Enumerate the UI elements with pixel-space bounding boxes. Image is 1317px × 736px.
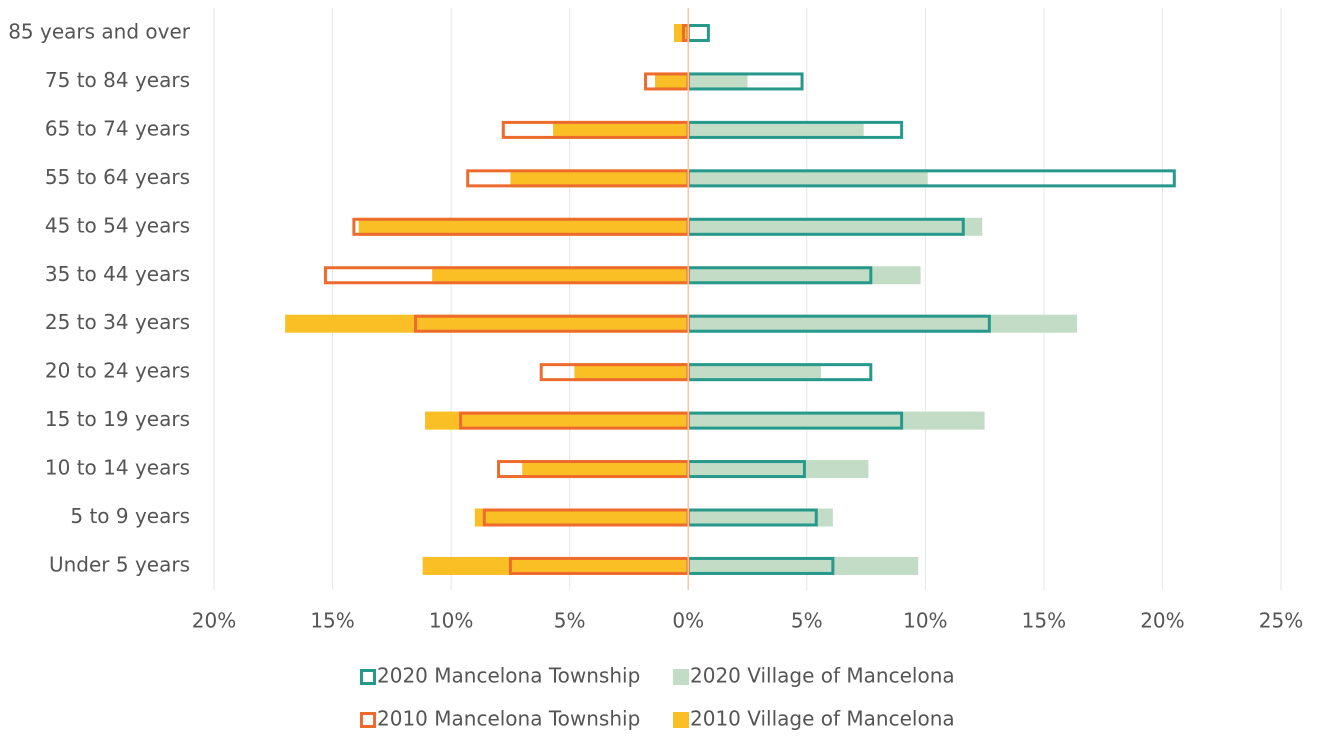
bar <box>688 169 928 188</box>
bar <box>425 411 689 430</box>
y-tick-label: 45 to 54 years <box>45 213 190 237</box>
bar <box>688 314 1078 333</box>
legend-swatch <box>360 712 376 728</box>
bar <box>688 508 833 527</box>
x-tick-label: 25% <box>1259 609 1303 633</box>
y-tick-label: Under 5 years <box>49 552 190 576</box>
y-tick-label: 5 to 9 years <box>70 504 190 528</box>
legend-swatch <box>673 669 689 685</box>
bar <box>553 120 689 139</box>
x-tick-label: 0% <box>672 609 704 633</box>
x-tick-label: 5% <box>791 609 823 633</box>
legend-label: 2020 Mancelona Township <box>377 664 640 688</box>
bar <box>688 266 921 285</box>
bar <box>655 72 689 91</box>
legend-swatch <box>673 712 689 728</box>
bar-outline <box>686 24 710 42</box>
bar <box>688 363 822 382</box>
y-tick-label: 55 to 64 years <box>45 165 190 189</box>
bar <box>422 556 689 575</box>
x-tick-label: 15% <box>310 609 354 633</box>
x-tick-label: 10% <box>903 609 947 633</box>
bar <box>358 217 689 236</box>
x-tick-label: 20% <box>192 609 236 633</box>
x-tick-label: 20% <box>1140 609 1184 633</box>
x-tick-label: 5% <box>554 609 586 633</box>
bar <box>474 508 689 527</box>
bar <box>688 120 864 139</box>
x-tick-label: 10% <box>429 609 473 633</box>
bar <box>285 314 689 333</box>
y-tick-label: 25 to 34 years <box>45 310 190 334</box>
bar <box>688 72 748 91</box>
y-tick-label: 10 to 14 years <box>45 456 190 480</box>
y-tick-label: 15 to 19 years <box>45 407 190 431</box>
bar <box>510 169 689 188</box>
legend-swatch <box>360 669 376 685</box>
bar <box>688 411 985 430</box>
bar <box>522 460 689 479</box>
bar <box>688 460 869 479</box>
bar <box>432 266 689 285</box>
bar <box>688 217 983 236</box>
bar <box>574 363 689 382</box>
legend-label: 2010 Mancelona Township <box>377 707 640 731</box>
y-tick-label: 85 years and over <box>8 20 191 44</box>
y-tick-label: 75 to 84 years <box>45 68 190 92</box>
y-tick-label: 65 to 74 years <box>45 116 190 140</box>
y-tick-label: 35 to 44 years <box>45 262 190 286</box>
bar <box>688 556 919 575</box>
legend-label: 2010 Village of Mancelona <box>690 707 955 731</box>
x-tick-label: 15% <box>1022 609 1066 633</box>
legend-label: 2020 Village of Mancelona <box>690 664 955 688</box>
y-tick-label: 20 to 24 years <box>45 359 190 383</box>
